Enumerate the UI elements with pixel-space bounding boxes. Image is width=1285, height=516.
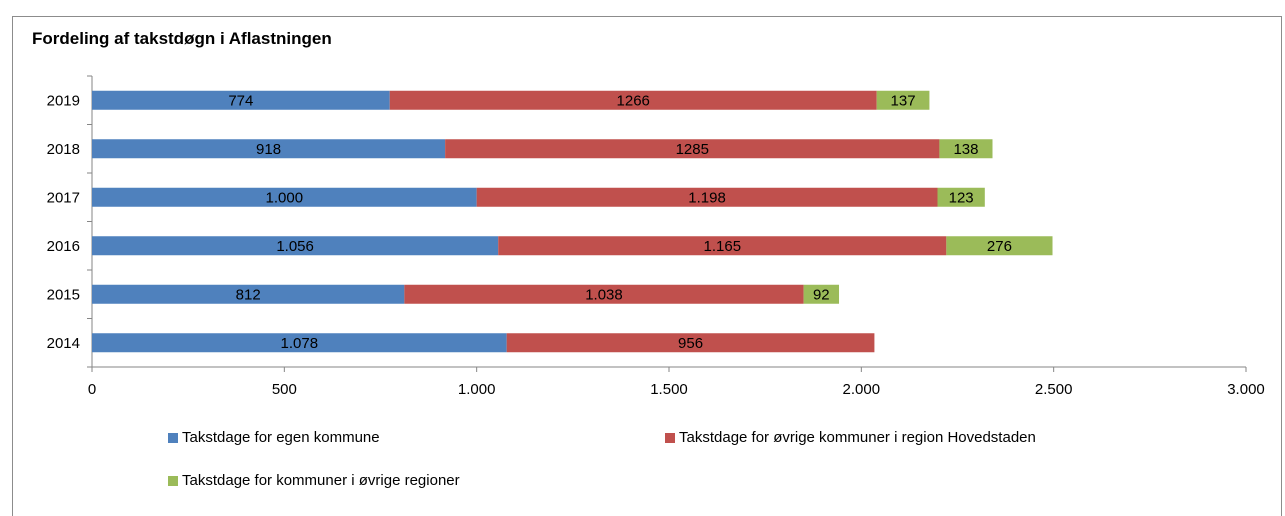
x-tick-label: 0 [88,381,96,398]
chart-frame [12,16,1282,516]
bar-segment [946,236,1053,256]
legend-swatch-red [665,432,675,443]
legend-swatch-blue [168,432,178,443]
data-label: 92 [813,286,830,303]
data-label: 1.000 [266,189,304,206]
data-label: 1.078 [281,335,319,352]
legend-label: Takstdage for egen kommune [182,429,380,446]
data-label: 956 [678,335,703,352]
legend-item-region-hovedstaden: Takstdage for øvrige kommuner i region H… [665,429,1036,446]
bar-segment [92,236,499,256]
data-label: 1.165 [704,238,742,255]
bar-segment [389,90,877,110]
bar-segment [404,284,804,304]
data-label: 138 [953,141,978,158]
y-tick-label: 2016 [47,238,80,255]
data-label: 918 [256,141,281,158]
legend-label: Takstdage for øvrige kommuner i region H… [679,429,1036,446]
legend-item-egen-kommune: Takstdage for egen kommune [168,429,380,446]
y-tick-label: 2018 [47,141,80,158]
bar-segment [92,284,405,304]
data-label: 812 [236,286,261,303]
bar-segment [506,333,875,353]
bar-segment [92,333,507,353]
bar-segment [803,284,840,304]
bar-segment [92,187,477,207]
x-tick-label: 2.000 [843,381,881,398]
y-tick-label: 2017 [47,189,80,206]
x-tick-label: 3.000 [1227,381,1265,398]
bar-segment [92,139,446,159]
x-tick-label: 2.500 [1035,381,1073,398]
legend-swatch-green [168,475,178,486]
y-tick-label: 2014 [47,335,80,352]
bar-segment [876,90,930,110]
data-label: 1285 [676,141,709,158]
data-label: 123 [949,189,974,206]
data-label: 137 [891,92,916,109]
legend-label: Takstdage for kommuner i øvrige regioner [182,472,460,489]
x-tick-label: 1.500 [650,381,688,398]
data-label: 1.056 [276,238,314,255]
bar-segment [445,139,940,159]
bar-segment [939,139,993,159]
bar-segment [92,90,390,110]
y-tick-label: 2015 [47,286,80,303]
chart-title: Fordeling af takstdøgn i Aflastningen [32,29,332,48]
bar-segment [498,236,947,256]
data-label: 774 [228,92,253,109]
bar-segment [937,187,985,207]
data-label: 276 [987,238,1012,255]
data-label: 1.038 [585,286,623,303]
legend-item-oevrige-regioner: Takstdage for kommuner i øvrige regioner [168,472,460,489]
x-tick-label: 1.000 [458,381,496,398]
data-label: 1266 [617,92,650,109]
y-tick-label: 2019 [47,92,80,109]
x-tick-label: 500 [272,381,297,398]
bar-segment [476,187,938,207]
data-label: 1.198 [688,189,726,206]
